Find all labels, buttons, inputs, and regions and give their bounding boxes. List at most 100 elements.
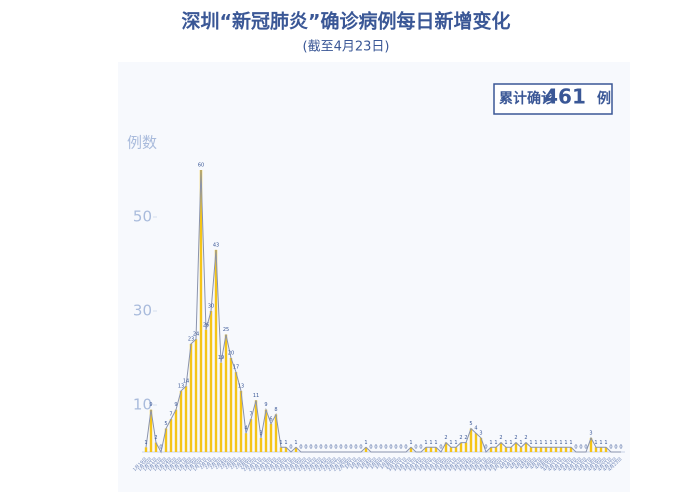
value-label: 0 [359, 445, 362, 451]
value-label: 3 [479, 430, 482, 436]
value-label: 0 [419, 445, 422, 451]
value-label: 0 [299, 445, 302, 451]
value-label: 0 [329, 445, 332, 451]
value-label: 1 [534, 440, 537, 446]
value-label: 1 [284, 440, 287, 446]
value-label: 0 [399, 445, 402, 451]
value-label: 1 [429, 440, 432, 446]
value-label: 1 [539, 440, 542, 446]
value-label: 1 [279, 440, 282, 446]
value-label: 0 [394, 445, 397, 451]
value-label: 0 [334, 445, 337, 451]
value-label: 0 [374, 445, 377, 451]
value-label: 1 [454, 440, 457, 446]
value-label: 0 [384, 445, 387, 451]
value-label: 0 [609, 445, 612, 451]
value-label: 1 [494, 440, 497, 446]
value-label: 0 [404, 445, 407, 451]
value-label: 5 [469, 421, 472, 427]
value-label: 19 [218, 355, 224, 361]
total-unit: 例 [597, 90, 611, 107]
value-label: 1 [424, 440, 427, 446]
value-label: 17 [233, 365, 239, 371]
value-label: 0 [159, 445, 162, 451]
value-label: 2 [444, 435, 447, 441]
chart-title: 深圳“新冠肺炎”确诊病例每日新增变化 [182, 10, 511, 33]
y-axis-label: 例数 [127, 134, 157, 152]
value-label: 30 [208, 304, 214, 310]
value-label: 1 [554, 440, 557, 446]
plot-background [118, 62, 630, 492]
value-label: 1 [599, 440, 602, 446]
value-label: 1 [504, 440, 507, 446]
value-label: 1 [509, 440, 512, 446]
total-box [493, 83, 613, 115]
value-label: 9 [149, 402, 152, 408]
value-label: 0 [349, 445, 352, 451]
value-label: 26 [203, 322, 209, 328]
value-label: 1 [449, 440, 452, 446]
total-value: 461 [544, 85, 586, 109]
value-label: 1 [364, 440, 367, 446]
value-label: 8 [274, 407, 277, 413]
value-label: 1 [529, 440, 532, 446]
series-line [145, 169, 621, 454]
value-label: 0 [584, 445, 587, 451]
total-label: 累计确诊 [499, 90, 556, 107]
value-label: 24 [193, 332, 199, 338]
value-label: 1 [549, 440, 552, 446]
value-label: 3 [589, 430, 592, 436]
value-label: 0 [319, 445, 322, 451]
value-label: 0 [439, 445, 442, 451]
value-label: 4 [244, 426, 247, 432]
value-label: 0 [344, 445, 347, 451]
value-label: 0 [484, 445, 487, 451]
value-label: 6 [269, 416, 272, 422]
chart-subtitle: (截至4月23日) [303, 40, 390, 55]
value-label: 23 [188, 336, 194, 342]
value-label: 0 [414, 445, 417, 451]
value-label: 2 [464, 435, 467, 441]
y-tick-label: 50 [133, 208, 152, 226]
value-label: 0 [304, 445, 307, 451]
value-label: 25 [223, 327, 229, 333]
value-label: 2 [499, 435, 502, 441]
value-label: 4 [474, 426, 477, 432]
value-label: 0 [619, 445, 622, 451]
value-label: 2 [459, 435, 462, 441]
value-label: 13 [238, 383, 244, 389]
value-label: 1 [489, 440, 492, 446]
value-label: 60 [198, 163, 204, 169]
value-label: 1 [144, 440, 147, 446]
value-label: 1 [294, 440, 297, 446]
value-label: 1 [409, 440, 412, 446]
value-label: 1 [569, 440, 572, 446]
value-label: 0 [314, 445, 317, 451]
value-label: 43 [213, 242, 219, 248]
value-label: 13 [178, 383, 184, 389]
value-label: 5 [164, 421, 167, 427]
value-label: 0 [574, 445, 577, 451]
value-label: 7 [169, 412, 172, 418]
value-label: 0 [289, 445, 292, 451]
value-label: 1 [594, 440, 597, 446]
value-label: 1 [604, 440, 607, 446]
value-label: 1 [559, 440, 562, 446]
value-label: 1 [434, 440, 437, 446]
value-label: 14 [183, 379, 189, 385]
value-label: 0 [614, 445, 617, 451]
value-label: 1 [544, 440, 547, 446]
value-label: 1 [564, 440, 567, 446]
value-label: 2 [514, 435, 517, 441]
value-label: 9 [264, 402, 267, 408]
value-label: 0 [339, 445, 342, 451]
y-tick-label: 10 [133, 396, 152, 414]
y-tick-label: 30 [133, 302, 152, 320]
value-label: 20 [228, 351, 234, 357]
value-label: 0 [389, 445, 392, 451]
value-label: 9 [174, 402, 177, 408]
value-label: 2 [154, 435, 157, 441]
value-label: 0 [324, 445, 327, 451]
value-label: 7 [249, 412, 252, 418]
